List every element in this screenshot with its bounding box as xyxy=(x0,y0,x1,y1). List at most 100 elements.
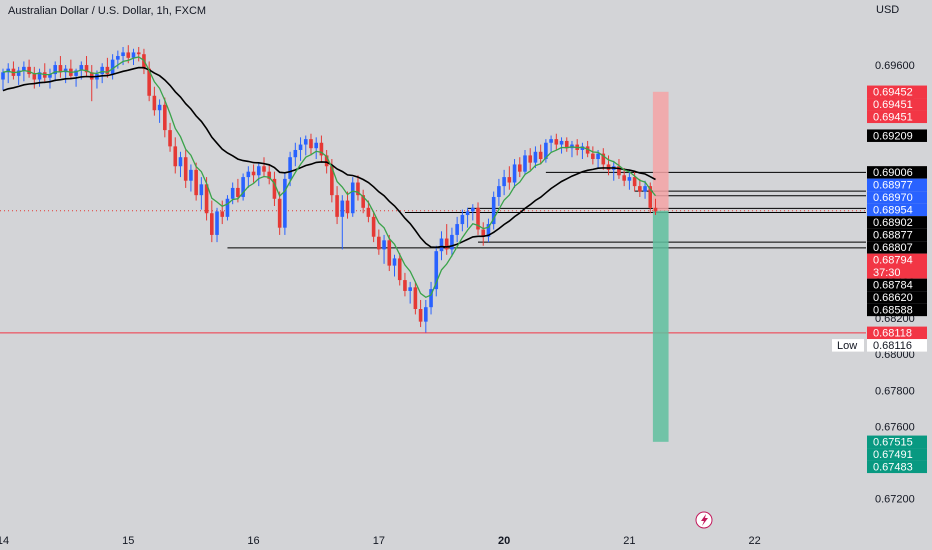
candle-body xyxy=(533,151,538,163)
candle-body xyxy=(580,146,585,150)
candle-body xyxy=(528,155,533,163)
candle xyxy=(450,227,454,257)
candle-body xyxy=(450,234,454,250)
candle xyxy=(340,195,345,250)
candle-body xyxy=(596,153,600,160)
candle xyxy=(173,137,178,174)
candle xyxy=(251,164,256,183)
candle-body xyxy=(131,52,136,58)
candle-body xyxy=(298,144,303,150)
candle xyxy=(262,157,266,178)
price-label-value: 0.68977 xyxy=(873,180,913,192)
price-axis-label: 0.69209 xyxy=(867,129,927,142)
price-axis-label: 0.68588 xyxy=(867,303,927,317)
candle-body xyxy=(241,177,245,197)
price-label-value: 0.67515 xyxy=(873,437,913,449)
candle-body xyxy=(559,140,564,145)
candle-body xyxy=(523,155,527,172)
candle xyxy=(241,173,245,201)
price-axis-label: 0.69451 xyxy=(867,98,927,111)
candle xyxy=(335,186,339,225)
candle-body xyxy=(126,52,131,58)
candle xyxy=(210,200,214,243)
price-axis-label: 0.68620 xyxy=(867,291,927,304)
candle xyxy=(371,211,376,243)
candle xyxy=(48,68,52,89)
price-label-value: 0.68118 xyxy=(873,328,912,340)
candle-body xyxy=(606,164,611,170)
fast-moving-average-line xyxy=(2,56,657,299)
candle xyxy=(256,162,261,187)
price-label-box xyxy=(867,326,927,340)
price-label-value: 0.68588 xyxy=(873,305,913,317)
candle xyxy=(293,142,298,167)
price-label-value: 0.69451 xyxy=(873,112,913,124)
candle xyxy=(528,148,533,170)
candle-body xyxy=(439,238,444,252)
candle-body xyxy=(387,240,392,266)
candle-body xyxy=(366,207,371,217)
candle xyxy=(544,139,548,163)
candle-body xyxy=(622,175,626,181)
price-axis-label: 0.68954 xyxy=(867,203,927,217)
price-label-box xyxy=(867,203,927,217)
price-label-value: 0.69452 xyxy=(873,87,913,99)
candle-body xyxy=(189,169,193,181)
candle xyxy=(512,159,517,188)
time-tick-label: 21 xyxy=(623,535,635,547)
price-label-box xyxy=(867,98,927,111)
candle xyxy=(298,137,303,161)
candle xyxy=(22,61,26,82)
candle xyxy=(377,229,381,255)
candle-body xyxy=(116,56,120,60)
candle-body xyxy=(638,186,642,192)
candle xyxy=(361,189,365,214)
candle-body xyxy=(173,146,178,167)
price-label-box xyxy=(867,448,927,461)
candle-body xyxy=(601,153,606,165)
price-label-value: 0.68620 xyxy=(873,292,913,304)
candle-body xyxy=(319,142,324,156)
candle xyxy=(403,272,407,297)
short-position-tool[interactable] xyxy=(652,91,669,442)
price-label-box xyxy=(867,85,927,99)
candle-body xyxy=(340,200,345,217)
candle-body xyxy=(476,207,480,230)
price-label-box xyxy=(867,460,927,474)
lightning-icon xyxy=(701,514,708,526)
price-label-box xyxy=(867,241,927,254)
candle-body xyxy=(632,177,637,187)
candle xyxy=(397,252,402,286)
candle xyxy=(230,182,235,205)
candle-body xyxy=(152,95,157,111)
candle-body xyxy=(491,196,496,225)
candle xyxy=(653,198,658,216)
candle xyxy=(580,142,585,160)
stop-loss-zone[interactable] xyxy=(652,91,669,211)
candle xyxy=(147,61,151,102)
candle xyxy=(345,191,350,219)
candle xyxy=(110,54,115,80)
candle xyxy=(168,122,172,152)
price-label-box xyxy=(867,166,927,179)
candle-body xyxy=(251,171,256,176)
time-axis[interactable]: 14 15 16 17 20 21 22 xyxy=(0,535,761,547)
take-profit-zone[interactable] xyxy=(652,210,669,442)
candle-body xyxy=(371,216,376,237)
candle xyxy=(272,171,277,207)
candle xyxy=(533,146,538,169)
time-tick-label: 22 xyxy=(749,535,761,547)
candle-body xyxy=(564,140,569,149)
candle-body xyxy=(178,157,183,167)
candle xyxy=(152,86,157,116)
price-axis-label: 0.69452 xyxy=(867,85,927,99)
candle xyxy=(16,66,21,85)
price-label-value: 0.69006 xyxy=(873,167,913,179)
price-tick-label: 0.69600 xyxy=(875,60,915,72)
candle-body xyxy=(444,238,449,250)
candle-body xyxy=(335,195,339,217)
candle-body xyxy=(147,68,151,96)
candle-body xyxy=(497,186,501,197)
